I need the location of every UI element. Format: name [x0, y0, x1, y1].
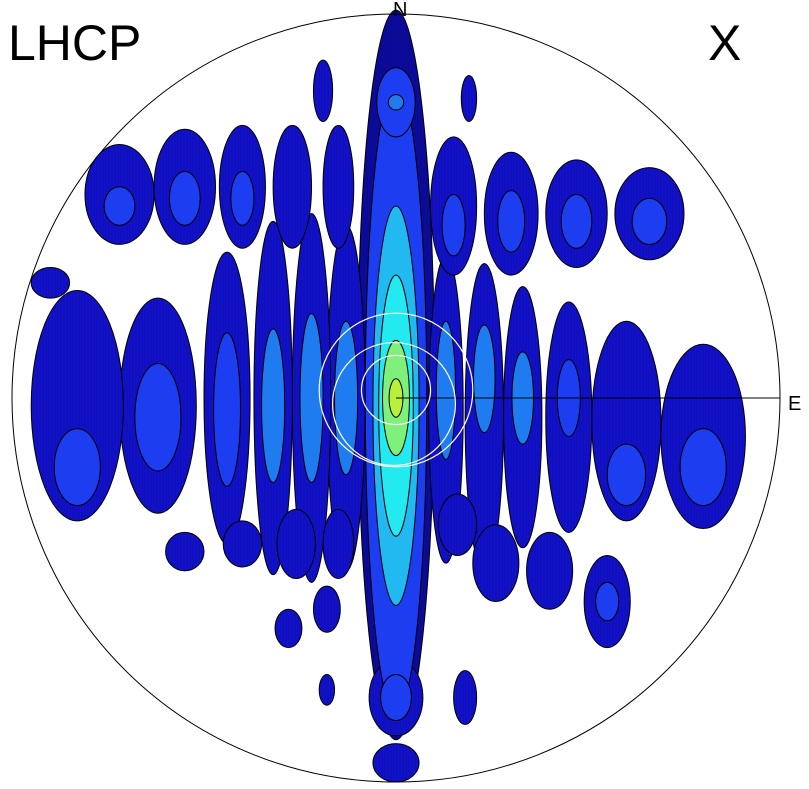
contour-hatch — [323, 509, 354, 579]
contour-lobe — [460, 74, 478, 123]
contour-lobe — [276, 508, 316, 579]
contour-lobe — [679, 428, 727, 507]
contour-lobe — [261, 328, 286, 483]
contour-lobe — [30, 266, 71, 299]
contour-lobe — [526, 531, 574, 610]
contour-fill — [595, 581, 620, 622]
contour-fill — [299, 313, 324, 483]
contour-lobe — [472, 524, 520, 603]
contour-fill — [168, 170, 201, 226]
reference-circle — [318, 312, 474, 468]
reference-overlay — [318, 312, 780, 468]
contour-lobe — [322, 124, 355, 249]
contour-hatch — [313, 60, 333, 122]
contour-fill — [606, 443, 647, 507]
contour-lobe — [497, 190, 526, 253]
component-label: X — [708, 15, 742, 71]
contour-lobe — [134, 362, 182, 472]
contour-lobe — [318, 673, 336, 706]
contour-fill — [334, 320, 359, 476]
contour-lobe — [631, 197, 668, 245]
contour-hatch — [223, 520, 262, 567]
north-label: N — [393, 0, 408, 21]
contour-hatch — [273, 125, 312, 249]
contour-hatch — [31, 267, 70, 299]
contour-lobe — [441, 193, 466, 257]
contour-fill — [441, 193, 466, 257]
contour-hatch — [472, 524, 519, 602]
contour-hatch — [323, 125, 354, 249]
contour-fill — [261, 328, 286, 483]
contour-lobe — [387, 94, 405, 111]
contour-fill — [134, 362, 182, 472]
contour-lobe — [380, 673, 412, 722]
contour-lobe — [168, 170, 201, 226]
contour-fill — [435, 320, 457, 460]
contour-fill — [230, 170, 255, 226]
contour-lobe — [222, 520, 263, 568]
contour-fill — [213, 332, 241, 487]
contour-fill — [387, 94, 405, 111]
contour-fill — [497, 190, 526, 253]
contour-lobe — [312, 59, 334, 123]
contour-lobe — [322, 508, 355, 579]
contour-lobe — [165, 531, 205, 572]
east-label: E — [788, 393, 802, 415]
contour-lobe — [272, 124, 313, 249]
contour-lobe — [437, 493, 478, 556]
contour-hatch — [461, 75, 477, 122]
polarization-label: LHCP — [8, 15, 142, 71]
contour-lobe — [53, 428, 101, 507]
contour-lobe — [274, 608, 303, 649]
contour-lobe — [435, 320, 457, 460]
contour-fill — [53, 428, 101, 507]
reference-circle — [360, 354, 432, 426]
contour-hatch — [275, 609, 302, 648]
contour-lobe — [372, 743, 420, 783]
contour-lobe — [230, 170, 255, 226]
contour-lobe — [299, 313, 324, 483]
horizon-circle — [11, 13, 781, 783]
contour-hatch — [313, 586, 341, 633]
contour-fill — [473, 324, 496, 434]
contour-fill — [631, 197, 668, 245]
contour-hatch — [372, 743, 420, 782]
contour-lobe — [453, 670, 478, 725]
contour-hatch — [526, 532, 573, 610]
contour-lobe — [560, 193, 593, 249]
contour-hatch — [438, 493, 477, 556]
contour-hatch — [453, 670, 477, 725]
contour-lobe — [312, 585, 341, 633]
contour-lobe — [473, 324, 496, 434]
contour-lobe — [606, 443, 647, 507]
contour-fill — [380, 673, 412, 722]
contour-lobe — [213, 332, 241, 487]
contour-fill — [103, 186, 136, 226]
contour-lobe — [595, 581, 620, 622]
contour-fill — [679, 428, 727, 507]
contour-hatch — [165, 532, 204, 571]
contour-lobe — [103, 186, 136, 226]
reference-circle — [331, 341, 457, 467]
contour-hatch — [319, 674, 335, 706]
pattern-contours — [30, 9, 746, 783]
contour-lobe — [334, 320, 359, 476]
contour-fill — [560, 193, 593, 249]
contour-hatch — [276, 509, 316, 579]
